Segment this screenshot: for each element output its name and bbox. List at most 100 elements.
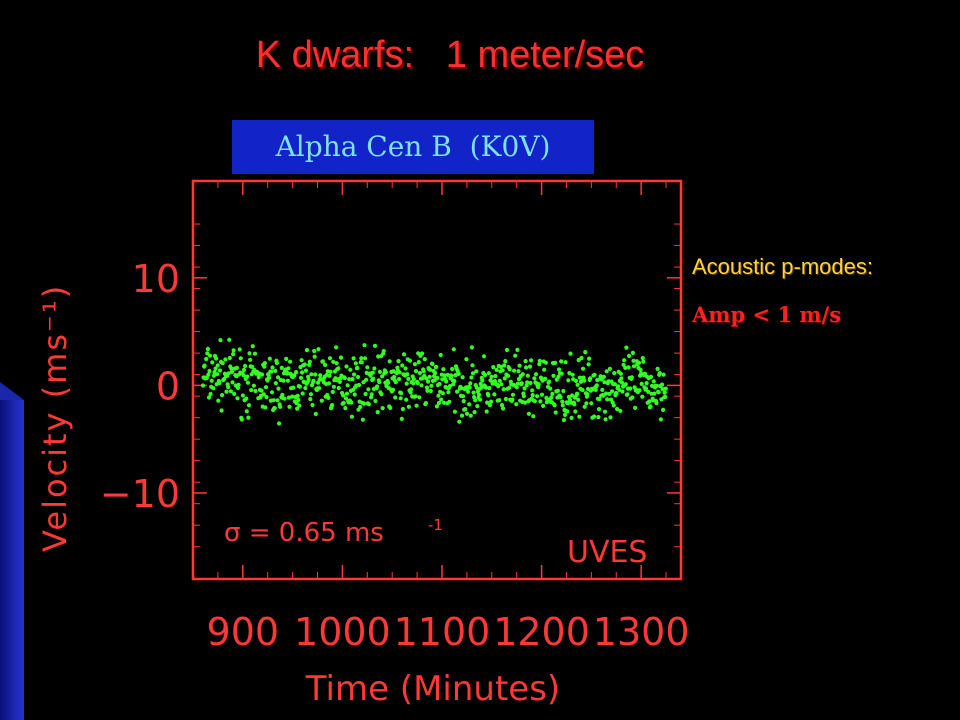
data-point — [263, 405, 268, 410]
data-point — [209, 378, 214, 383]
data-point — [644, 386, 649, 391]
data-point — [486, 393, 491, 398]
data-point — [486, 371, 491, 376]
data-point — [341, 400, 346, 405]
data-point — [602, 409, 608, 414]
data-point — [592, 414, 597, 419]
side-label: Acoustic p-modes: — [692, 254, 873, 279]
x-tick-label: 1300 — [593, 610, 690, 654]
data-point — [211, 373, 216, 378]
data-point — [631, 364, 637, 369]
data-point — [267, 375, 272, 380]
data-point — [243, 363, 248, 369]
subtitle-box — [232, 120, 594, 174]
data-point — [286, 395, 292, 400]
data-point — [352, 392, 357, 397]
data-point — [655, 366, 660, 371]
data-point — [439, 397, 444, 402]
data-point — [568, 351, 573, 356]
data-point — [227, 355, 232, 361]
data-point — [400, 406, 405, 412]
data-point — [478, 397, 483, 402]
data-point — [578, 379, 584, 384]
data-point — [355, 374, 361, 380]
data-point — [663, 386, 668, 391]
data-point — [366, 402, 371, 407]
data-point — [463, 407, 468, 412]
data-point — [249, 388, 254, 393]
data-point — [464, 357, 469, 362]
data-point — [341, 393, 346, 398]
data-point — [331, 359, 336, 364]
data-point — [648, 404, 653, 409]
data-point — [372, 366, 377, 371]
data-point — [232, 391, 237, 396]
data-point — [525, 373, 530, 378]
data-point — [514, 402, 519, 407]
x-tick-label: 1200 — [493, 610, 590, 654]
data-point — [527, 364, 533, 369]
data-point — [365, 365, 370, 370]
data-point — [550, 391, 555, 396]
data-point — [654, 401, 659, 406]
axis-ticks — [193, 181, 681, 579]
data-point — [247, 351, 252, 356]
data-point — [516, 369, 521, 374]
data-point — [419, 383, 424, 388]
data-point — [280, 392, 285, 397]
data-point — [205, 351, 210, 356]
data-point — [575, 391, 580, 396]
data-point — [510, 392, 516, 397]
data-point — [370, 370, 375, 375]
data-point — [204, 356, 209, 362]
data-point — [502, 376, 507, 381]
data-point — [217, 368, 222, 373]
data-point — [337, 379, 342, 384]
data-point — [522, 386, 527, 391]
data-point — [216, 398, 221, 403]
data-point — [451, 347, 456, 352]
data-point — [538, 399, 543, 404]
data-point — [575, 382, 580, 387]
data-point — [287, 404, 292, 409]
data-point — [663, 394, 668, 399]
data-point — [387, 359, 392, 364]
data-point — [480, 378, 485, 383]
data-point — [432, 378, 437, 383]
data-point — [433, 370, 438, 376]
data-point — [589, 401, 594, 406]
data-point — [271, 398, 276, 403]
data-point — [220, 361, 225, 366]
data-point — [236, 382, 241, 387]
data-point — [513, 353, 518, 358]
data-point — [204, 375, 209, 380]
instrument-label: UVES — [567, 535, 647, 570]
data-point — [661, 372, 666, 377]
data-point — [470, 363, 475, 368]
data-point — [360, 417, 365, 422]
data-point — [494, 367, 499, 372]
data-point — [596, 407, 602, 412]
data-point — [596, 415, 601, 420]
figure-panel — [28, 110, 711, 720]
data-point — [318, 373, 323, 378]
data-point — [344, 364, 349, 369]
data-point — [275, 375, 281, 380]
data-point — [436, 393, 441, 398]
data-point — [312, 354, 317, 359]
data-point — [570, 372, 575, 377]
data-point — [323, 362, 328, 367]
data-point — [586, 362, 591, 367]
data-point — [260, 372, 265, 377]
data-point — [417, 395, 422, 400]
data-point — [211, 386, 216, 391]
data-point — [336, 385, 341, 391]
data-point — [361, 401, 367, 406]
data-point — [288, 359, 293, 364]
data-point — [600, 387, 605, 392]
data-point — [610, 389, 615, 394]
data-point — [547, 379, 552, 384]
data-point — [552, 403, 557, 408]
data-point — [511, 368, 517, 373]
x-tick-label: 900 — [207, 610, 280, 654]
